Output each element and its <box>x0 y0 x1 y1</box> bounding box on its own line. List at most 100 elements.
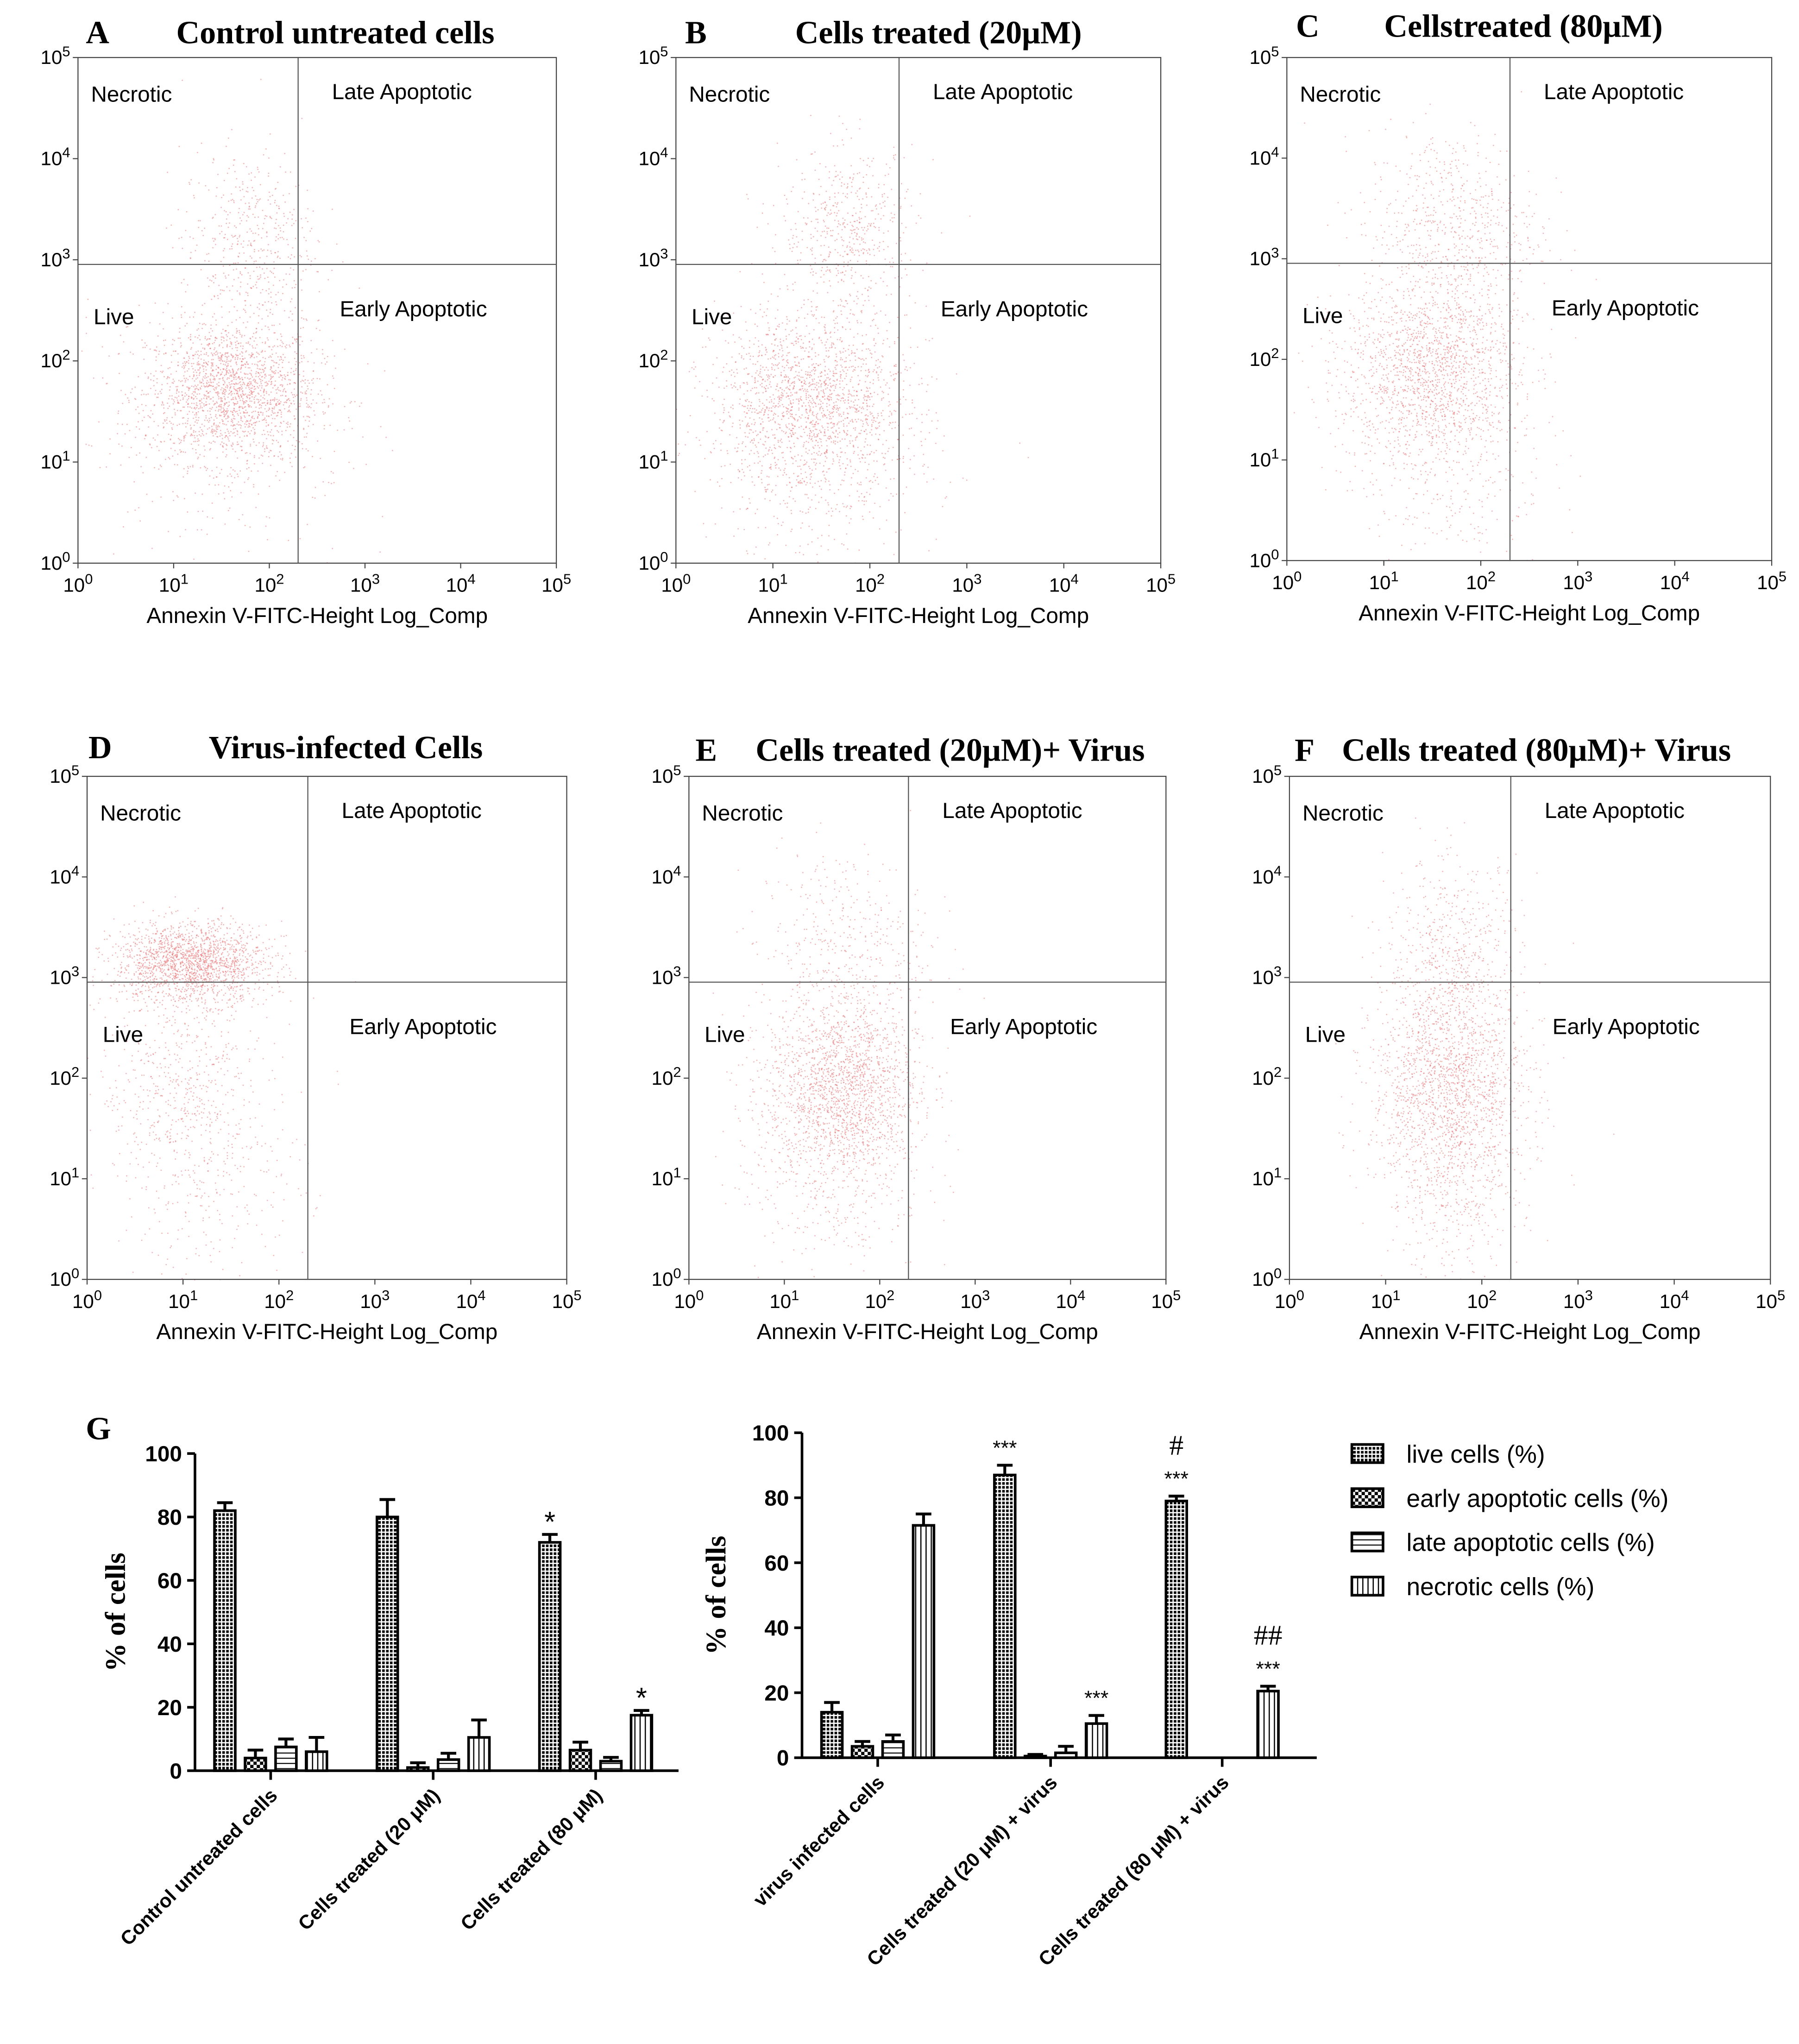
event-dot <box>851 419 853 421</box>
event-dot <box>853 369 855 371</box>
event-dot <box>824 481 826 483</box>
event-dot <box>268 409 269 411</box>
event-dot <box>870 280 872 282</box>
event-dot <box>766 431 768 432</box>
event-dot <box>224 210 225 212</box>
event-dot <box>821 425 823 427</box>
event-dot <box>813 424 815 426</box>
event-dot <box>798 475 799 477</box>
event-dot <box>289 411 291 413</box>
event-dot <box>267 327 269 328</box>
event-dot <box>829 171 830 173</box>
event-dot <box>225 402 227 404</box>
event-dot <box>262 350 263 352</box>
event-dot <box>812 383 814 385</box>
event-dot <box>864 233 866 235</box>
event-dot <box>752 356 754 357</box>
event-dot <box>188 360 189 361</box>
event-dot <box>806 412 808 414</box>
event-dot <box>749 358 751 360</box>
event-dot <box>766 407 768 408</box>
event-dot <box>178 238 180 239</box>
event-dot <box>294 373 296 375</box>
event-dot <box>239 330 240 331</box>
event-dot <box>880 386 881 388</box>
event-dot <box>827 427 829 428</box>
event-dot <box>272 360 274 362</box>
event-dot <box>228 393 230 395</box>
event-dot <box>233 432 235 434</box>
event-dot <box>821 406 822 408</box>
event-dot <box>219 406 221 408</box>
event-dot <box>195 378 197 380</box>
event-dot <box>237 369 239 371</box>
event-dot <box>301 118 303 119</box>
event-dot <box>131 447 132 448</box>
event-dot <box>183 368 185 369</box>
event-dot <box>247 292 249 294</box>
event-dot <box>882 281 884 283</box>
event-dot <box>818 502 820 503</box>
event-dot <box>299 255 301 256</box>
event-dot <box>244 300 245 302</box>
event-dot <box>811 421 812 423</box>
event-dot <box>875 450 877 451</box>
event-dot <box>874 205 876 207</box>
event-dot <box>737 469 739 471</box>
event-dot <box>183 377 185 379</box>
event-dot <box>275 372 277 374</box>
event-dot <box>736 450 738 452</box>
event-dot <box>251 401 252 402</box>
event-dot <box>158 450 160 451</box>
event-dot <box>796 365 798 366</box>
event-dot <box>798 362 799 363</box>
event-dot <box>193 397 195 399</box>
event-dot <box>233 415 235 417</box>
event-dot <box>268 175 269 177</box>
event-dot <box>237 431 239 433</box>
event-dot <box>925 439 926 440</box>
event-dot <box>760 411 762 413</box>
event-dot <box>235 398 237 400</box>
event-dot <box>240 367 242 369</box>
event-dot <box>324 358 326 359</box>
event-dot <box>199 382 201 384</box>
event-dot <box>723 420 725 421</box>
event-dot <box>863 359 865 361</box>
event-dot <box>858 496 860 497</box>
event-dot <box>832 371 834 372</box>
event-dot <box>291 225 293 226</box>
event-dot <box>290 403 292 404</box>
event-dot <box>844 226 846 228</box>
event-dot <box>195 408 196 410</box>
event-dot <box>824 453 825 454</box>
event-dot <box>857 471 859 472</box>
event-dot <box>758 442 759 443</box>
event-dot <box>317 393 319 395</box>
event-dot <box>824 258 825 260</box>
event-dot <box>336 243 338 245</box>
event-dot <box>760 365 761 366</box>
event-dot <box>257 361 259 363</box>
event-dot <box>786 386 788 388</box>
event-dot <box>253 422 254 424</box>
event-dot <box>299 362 300 364</box>
event-dot <box>851 350 853 352</box>
event-dot <box>255 388 256 390</box>
event-dot <box>239 186 240 188</box>
event-dot <box>135 409 137 410</box>
event-dot <box>798 378 799 380</box>
event-dot <box>211 429 213 431</box>
event-dot <box>179 337 181 339</box>
event-dot <box>250 378 251 379</box>
event-dot <box>857 454 859 456</box>
event-dot <box>740 387 741 389</box>
event-dot <box>225 386 226 388</box>
event-dot <box>216 187 218 189</box>
event-dot <box>235 382 237 384</box>
event-dot <box>865 418 867 420</box>
event-dot <box>732 408 734 409</box>
event-dot <box>836 239 838 240</box>
event-dot <box>182 80 183 81</box>
event-dot <box>749 470 751 471</box>
